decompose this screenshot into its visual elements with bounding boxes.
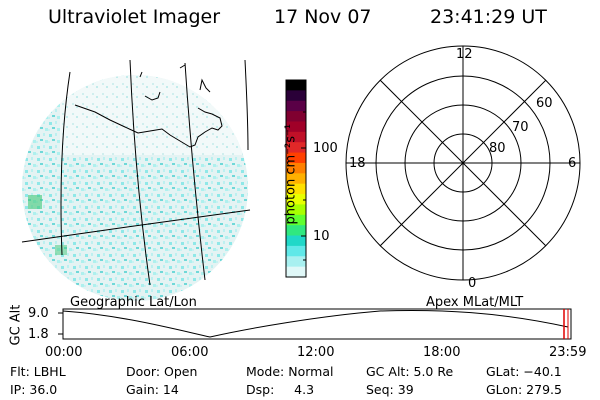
geographic-panel-label: Geographic Lat/Lon — [70, 295, 197, 310]
colorbar-segment — [286, 131, 306, 143]
colorbar-segment — [286, 194, 306, 206]
colorbar-segment — [286, 142, 306, 154]
colorbar-segment — [286, 152, 306, 164]
colorbar-segment — [286, 225, 306, 237]
observation-date: 17 Nov 07 — [274, 6, 372, 28]
mlat-label-80: 80 — [489, 141, 506, 156]
colorbar-segment — [286, 90, 306, 102]
colorbar-segment — [286, 204, 306, 216]
coastline-outline — [74, 64, 223, 148]
time-tick-0000: 00:00 — [45, 345, 83, 360]
door-info: Door: Open — [126, 364, 198, 379]
altitude-plot-frame — [62, 308, 572, 340]
mlt-label-18: 18 — [349, 156, 366, 171]
mlt-label-6: 6 — [568, 156, 577, 171]
colorbar-tick-100: 100 — [313, 141, 338, 156]
geographic-image-disk — [22, 75, 248, 301]
gain-info: Gain: 14 — [126, 382, 179, 397]
dsp-info: Dsp: 4.3 — [246, 382, 315, 397]
altitude-ylabel: GC Alt — [8, 304, 24, 346]
mlat-label-70: 70 — [512, 120, 529, 135]
colorbar-segment — [286, 121, 306, 133]
colorbar-segment — [286, 235, 306, 247]
colorbar-segment — [286, 162, 306, 174]
colorbar-segment — [286, 173, 306, 185]
colorbar-segment — [286, 183, 306, 195]
time-tick-2359: 23:59 — [549, 345, 587, 360]
time-tick-0600: 06:00 — [171, 345, 209, 360]
colorbar-segment — [286, 256, 306, 268]
colorbar-segment — [286, 266, 306, 278]
geographic-grid — [21, 59, 251, 286]
mode-info: Mode: Normal — [246, 364, 334, 379]
time-tick-1200: 12:00 — [297, 345, 335, 360]
colorbar-segment — [286, 214, 306, 226]
filter-info: Flt: LBHL — [10, 364, 66, 379]
instrument-title: Ultraviolet Imager — [48, 6, 221, 28]
colorbar-segment — [286, 111, 306, 123]
colorbar-tick-10: 10 — [313, 229, 330, 244]
seq-info: Seq: 39 — [366, 382, 414, 397]
altitude-ytick-top: 9.0 — [28, 306, 49, 321]
mlat-label-60: 60 — [536, 96, 553, 111]
gcalt-info: GC Alt: 5.0 Re — [366, 364, 454, 379]
altitude-curve — [62, 309, 569, 338]
glat-info: GLat: −40.1 — [486, 364, 562, 379]
ip-info: IP: 36.0 — [10, 382, 58, 397]
altitude-ytick-bottom: 1.8 — [28, 327, 49, 342]
time-tick-1800: 18:00 — [423, 345, 461, 360]
glon-info: GLon: 279.5 — [486, 382, 562, 397]
mlt-label-12: 12 — [456, 47, 473, 62]
observation-time: 23:41:29 UT — [430, 6, 547, 28]
colorbar-segment — [286, 100, 306, 112]
magnetic-polar-grid — [345, 45, 581, 281]
magnetic-panel-label: Apex MLat/MLT — [426, 295, 524, 310]
colorbar-segment — [286, 245, 306, 257]
colorbar-unit-label: photon cm⁻²s⁻¹ — [283, 123, 299, 225]
mlt-label-0: 0 — [468, 276, 477, 291]
colorbar — [286, 80, 306, 278]
colorbar-segment — [286, 80, 306, 91]
